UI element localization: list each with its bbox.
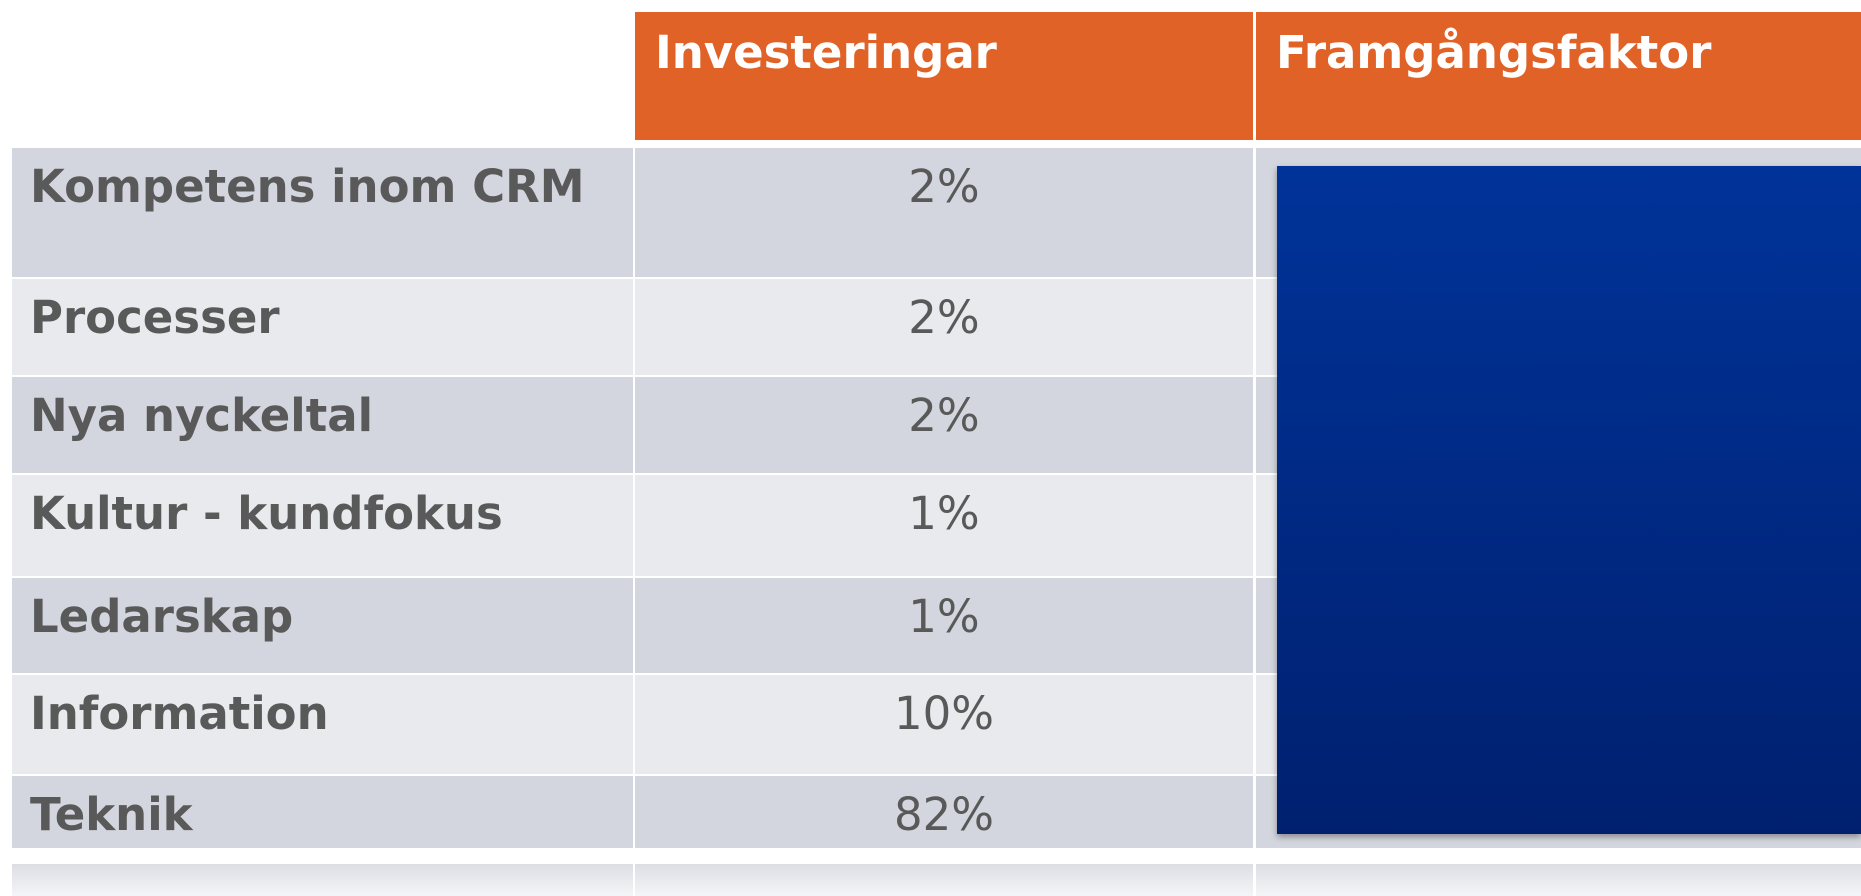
row-fade (635, 864, 1253, 896)
row-value: 1% (635, 475, 1253, 576)
row-value: 82% (635, 776, 1253, 848)
row-value: 1% (635, 578, 1253, 673)
column-header: Framgångsfaktor (1256, 12, 1861, 140)
row-value: 2% (635, 377, 1253, 473)
row-label: Kompetens inom CRM (12, 148, 633, 277)
row-label: Kultur - kundfokus (12, 475, 633, 576)
row-label: Teknik (12, 776, 633, 848)
row-fade (12, 864, 633, 896)
row-label: Processer (12, 279, 633, 375)
row-label: Ledarskap (12, 578, 633, 673)
row-value: 2% (635, 148, 1253, 277)
column-header: Investeringar (635, 12, 1253, 140)
row-label: Information (12, 675, 633, 774)
blue-panel (1277, 166, 1861, 834)
row-value: 2% (635, 279, 1253, 375)
row-value: 10% (635, 675, 1253, 774)
row-label: Nya nyckeltal (12, 377, 633, 473)
row-fade (1256, 864, 1861, 896)
